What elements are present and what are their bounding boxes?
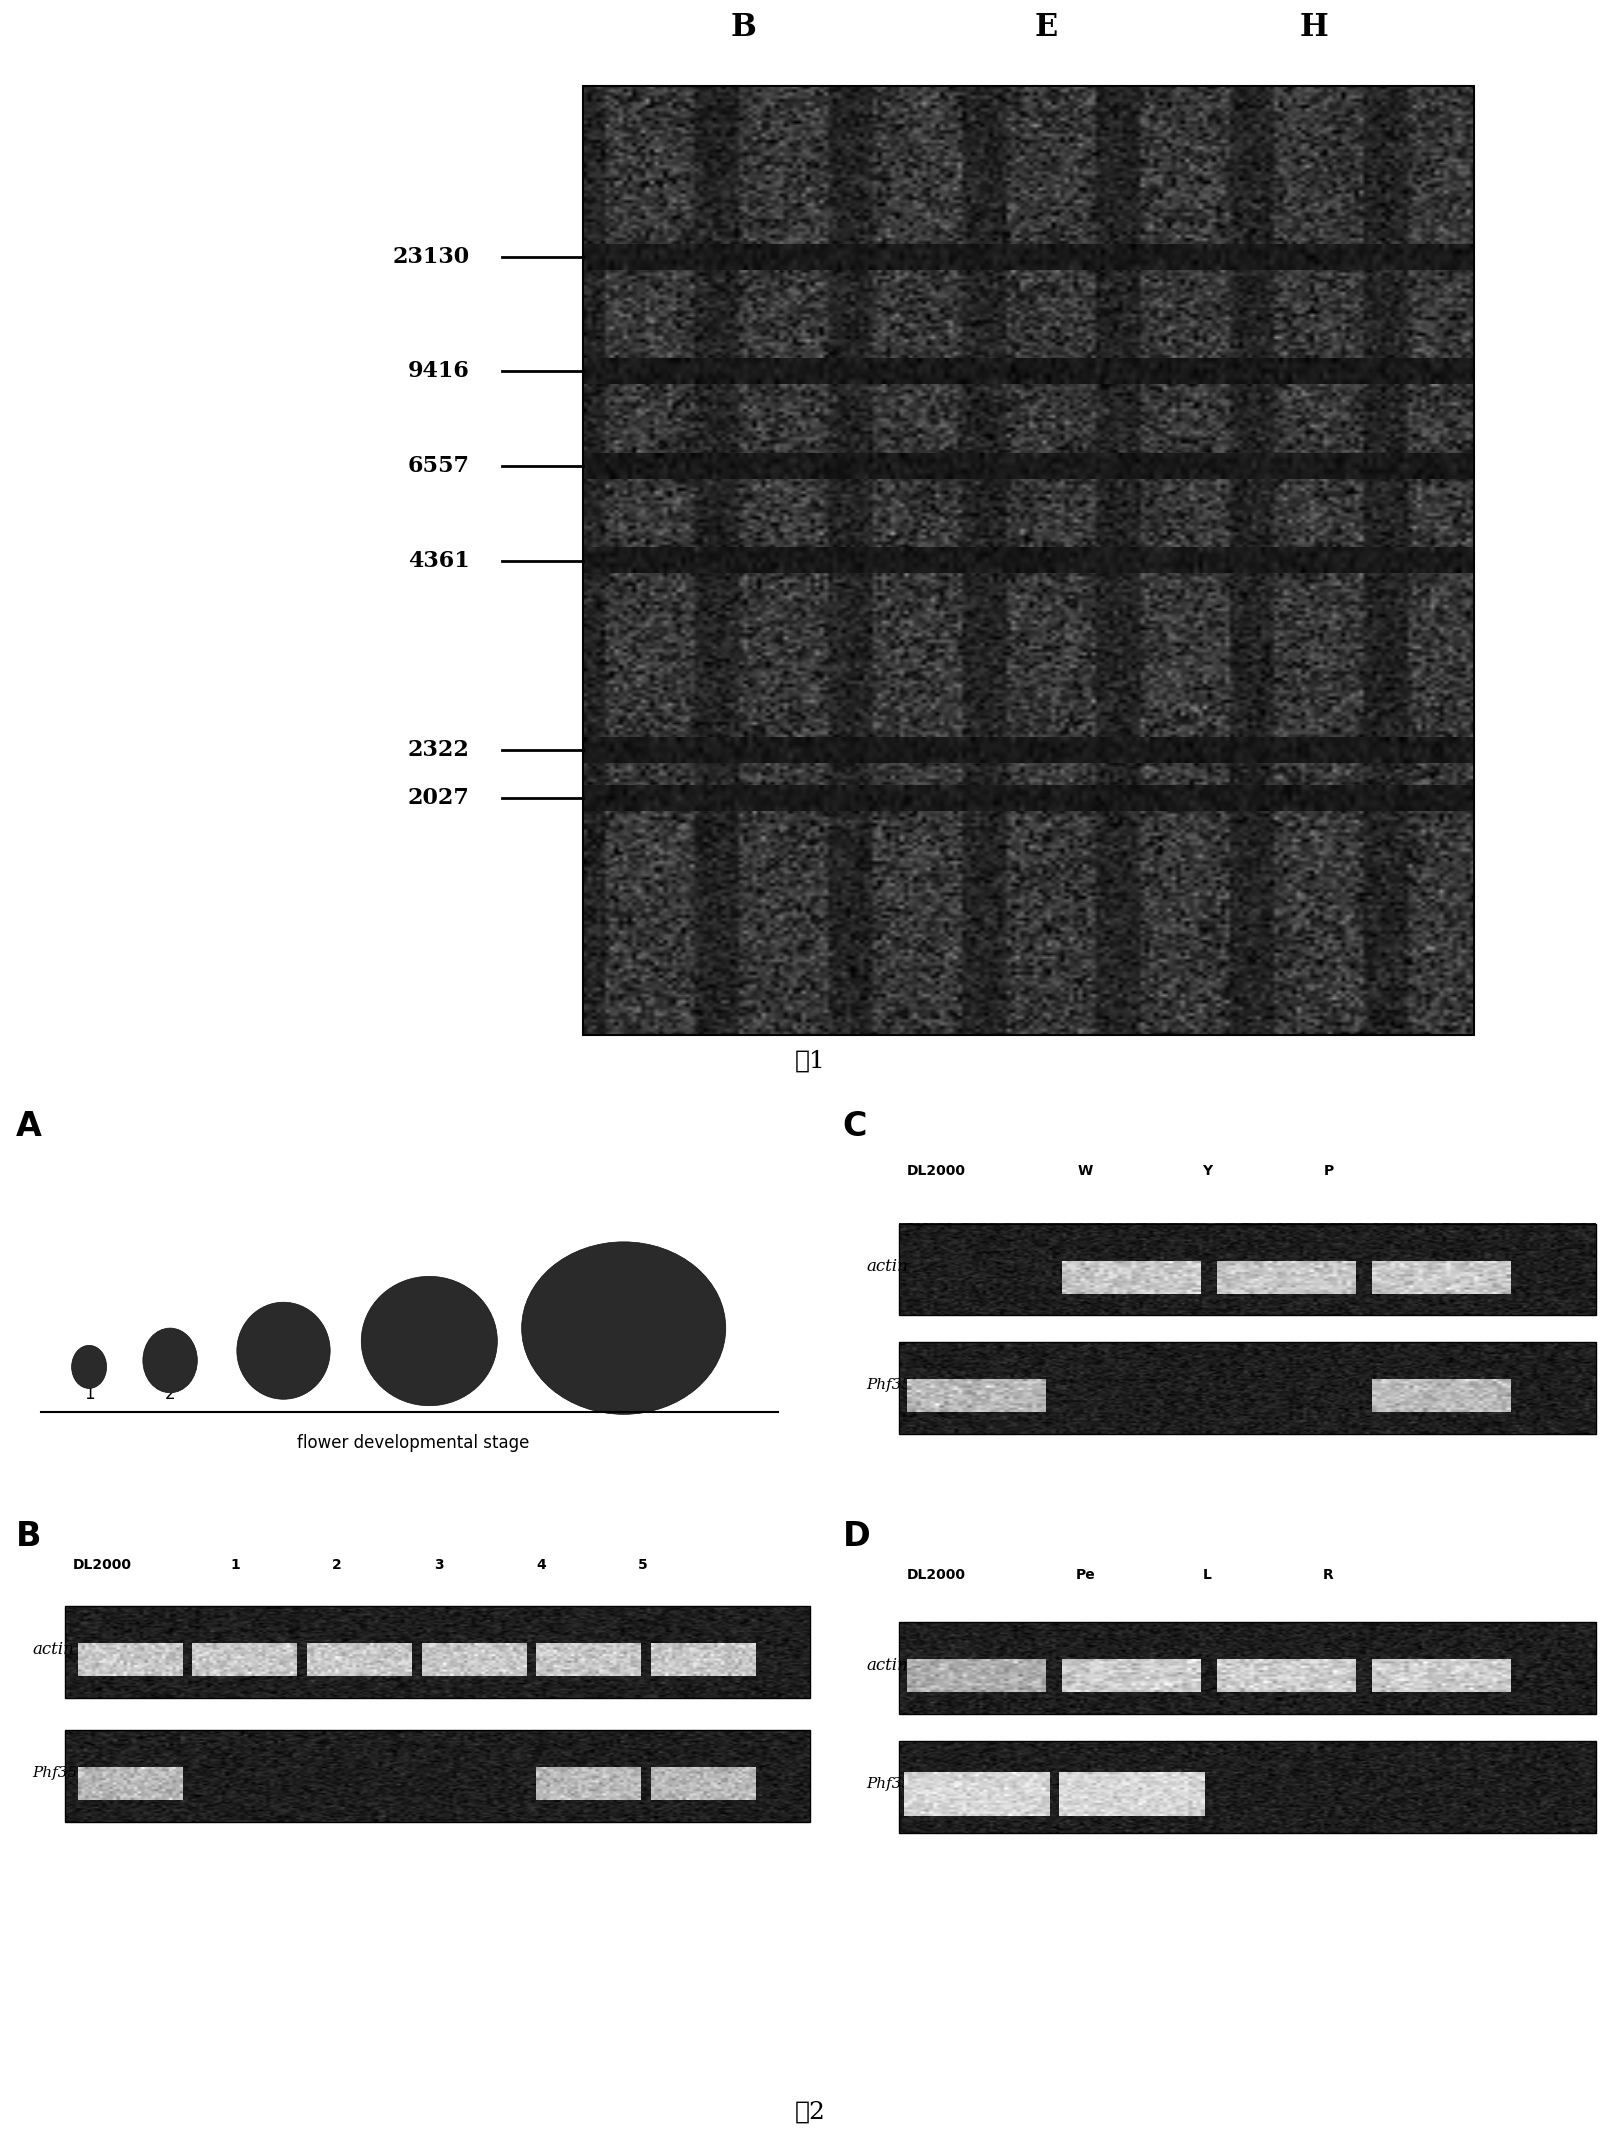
Text: 1: 1 [230,1557,240,1572]
Text: actin: actin [867,1658,909,1673]
Ellipse shape [237,1302,330,1399]
Text: 4: 4 [424,1386,434,1404]
Text: 3: 3 [434,1557,444,1572]
Text: H: H [1299,13,1328,43]
Text: A: A [16,1110,42,1143]
Text: 2: 2 [332,1557,342,1572]
Text: 2: 2 [165,1386,175,1404]
Text: 3: 3 [279,1386,288,1404]
Text: actin: actin [32,1641,75,1658]
Text: C: C [842,1110,867,1143]
Ellipse shape [71,1345,107,1388]
Text: DL2000: DL2000 [73,1557,131,1572]
Text: B: B [16,1520,42,1552]
Text: DL2000: DL2000 [907,1570,966,1583]
Text: Y: Y [1202,1164,1212,1177]
Text: 4: 4 [536,1557,546,1572]
Text: L: L [1202,1570,1212,1583]
Text: 5: 5 [638,1557,648,1572]
Text: W: W [1077,1164,1094,1177]
Text: Pe: Pe [1076,1570,1095,1583]
Text: R: R [1324,1570,1333,1583]
Text: DL2000: DL2000 [907,1164,966,1177]
Text: 6557: 6557 [408,455,470,476]
Text: D: D [842,1520,870,1552]
Text: 2027: 2027 [408,787,470,808]
Text: 4361: 4361 [408,550,470,571]
Text: Phf35h: Phf35h [867,1378,922,1393]
Ellipse shape [143,1328,198,1393]
Text: P: P [1324,1164,1333,1177]
Text: 图1: 图1 [795,1050,825,1072]
Text: Phf35h: Phf35h [32,1766,87,1781]
Text: 2322: 2322 [408,740,470,761]
Text: Phf35h: Phf35h [867,1777,922,1792]
Ellipse shape [361,1276,497,1406]
Text: 9416: 9416 [408,360,470,382]
Text: flower developmental stage: flower developmental stage [296,1434,530,1451]
Text: E: E [1035,13,1058,43]
Text: 23130: 23130 [392,246,470,267]
Text: B: B [731,13,757,43]
Text: 1: 1 [84,1386,94,1404]
Text: 5: 5 [619,1386,629,1404]
Text: actin: actin [867,1259,909,1274]
Ellipse shape [522,1242,726,1414]
Text: 图2: 图2 [794,2100,826,2124]
